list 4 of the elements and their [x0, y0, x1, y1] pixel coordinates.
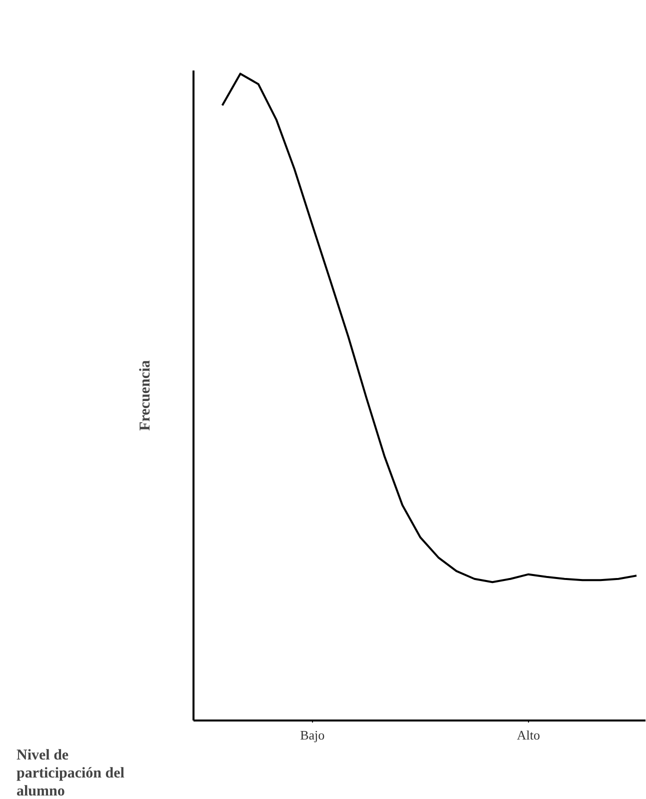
x-tick-label: Bajo [300, 728, 325, 742]
x-tick-label: Alto [516, 728, 540, 742]
y-axis-title: Frecuencia [138, 360, 154, 431]
x-axis-title: Nivel de participación del alumno [16, 748, 124, 799]
